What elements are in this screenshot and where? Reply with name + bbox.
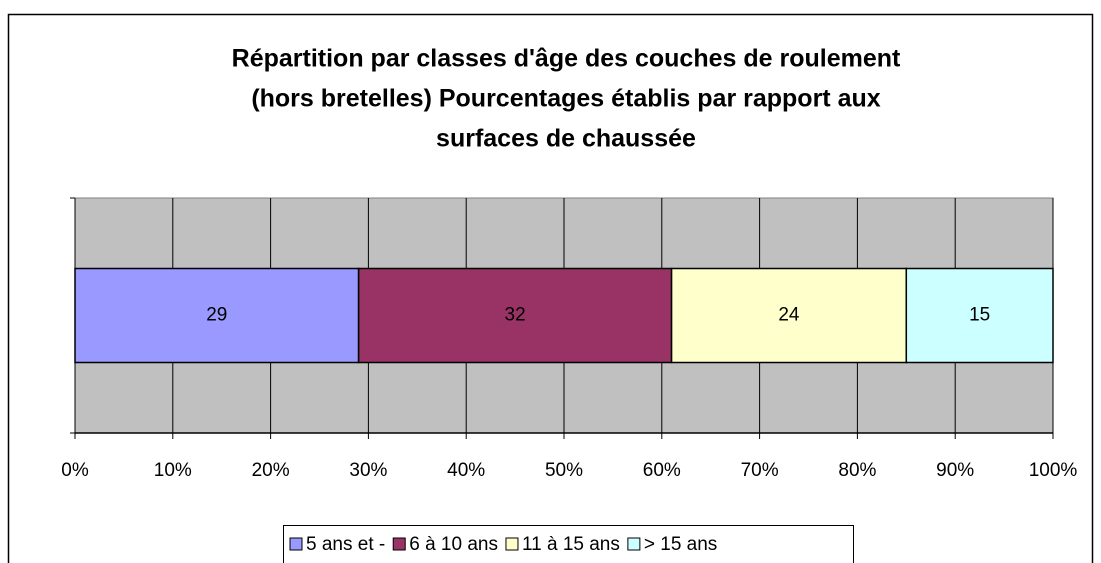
- data-label: 15: [969, 305, 990, 326]
- chart-title: surfaces de chaussée: [436, 125, 696, 153]
- x-tick-label: 70%: [741, 460, 779, 481]
- legend-label: 6 à 10 ans: [409, 534, 498, 555]
- data-label: 29: [206, 305, 227, 326]
- legend-swatch: [289, 537, 303, 551]
- x-tick-label: 0%: [61, 460, 89, 481]
- legend-swatch: [627, 537, 641, 551]
- x-tick-label: 60%: [643, 460, 681, 481]
- legend-box: [283, 525, 854, 563]
- legend-label: > 15 ans: [644, 534, 717, 555]
- bar-segment: [357, 267, 673, 364]
- bar-segment: [670, 267, 908, 364]
- data-label: 32: [505, 305, 526, 326]
- x-tick-label: 10%: [154, 460, 192, 481]
- bar-segment: [905, 267, 1054, 364]
- chart-title: Répartition par classes d'âge des couche…: [232, 45, 901, 73]
- data-label: 24: [778, 305, 800, 326]
- x-tick-label: 50%: [545, 460, 583, 481]
- bar-segment: [74, 267, 360, 364]
- x-tick-label: 100%: [1029, 460, 1078, 481]
- x-tick-label: 90%: [936, 460, 974, 481]
- x-tick-label: 80%: [838, 460, 876, 481]
- legend-label: 11 à 15 ans: [522, 534, 620, 555]
- legend-label: 5 ans et -: [306, 534, 385, 555]
- x-tick-label: 40%: [447, 460, 485, 481]
- x-tick-label: 20%: [252, 460, 290, 481]
- chart-title: (hors bretelles) Pourcentages établis pa…: [251, 85, 880, 113]
- x-tick-label: 30%: [349, 460, 387, 481]
- legend-swatch: [505, 537, 519, 551]
- legend-swatch: [392, 537, 406, 551]
